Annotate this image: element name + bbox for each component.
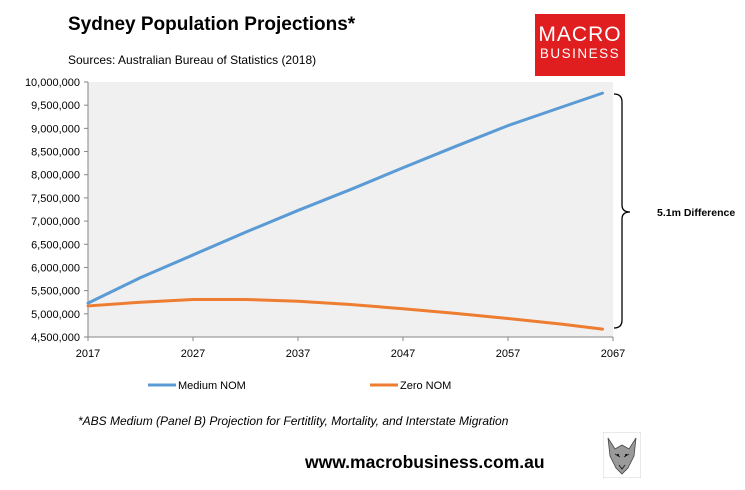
y-tick-label: 4,500,000	[31, 332, 80, 344]
plot-area	[88, 82, 613, 337]
wolf-mascot-icon	[603, 432, 641, 478]
x-axis: 2017 2027 2037 2047 2057 2067	[76, 336, 625, 360]
y-tick-label: 5,000,000	[31, 309, 80, 321]
y-tick-label: 7,500,000	[31, 193, 80, 205]
logo-line-2: BUSINESS	[539, 46, 621, 61]
y-tick-label: 7,000,000	[31, 216, 80, 228]
y-tick-label: 6,500,000	[31, 239, 80, 251]
difference-brace	[613, 93, 631, 329]
y-tick-label: 9,000,000	[31, 123, 80, 135]
y-tick-label: 9,500,000	[31, 100, 80, 112]
y-axis: 4,500,000 5,000,000 5,500,000 6,000,000 6,50…	[25, 77, 89, 344]
chart-title: Sydney Population Projections*	[68, 14, 356, 35]
website-url: www.macrobusiness.com.au	[305, 452, 545, 472]
macrobusiness-logo: MACRO BUSINESS	[535, 14, 625, 76]
y-tick-label: 10,000,000	[25, 77, 80, 89]
legend: Medium NOM Zero NOM	[148, 380, 451, 392]
y-tick-label: 5,500,000	[31, 286, 80, 298]
x-tick-label: 2047	[391, 348, 415, 360]
legend-label: Medium NOM	[178, 380, 246, 392]
x-tick-label: 2067	[601, 348, 625, 360]
series-line-medium-nom	[86, 91, 604, 305]
y-tick-label: 6,000,000	[31, 262, 80, 274]
y-tick-label: 8,500,000	[31, 147, 80, 159]
series-line-zero-nom	[86, 297, 604, 331]
x-tick-label: 2057	[496, 348, 520, 360]
x-tick-label: 2027	[181, 348, 205, 360]
footnote: *ABS Medium (Panel B) Projection for Fer…	[78, 414, 509, 428]
difference-label: 5.1m Difference	[657, 207, 735, 219]
x-tick-label: 2037	[286, 348, 310, 360]
legend-label: Zero NOM	[400, 380, 451, 392]
chart-source: Sources: Australian Bureau of Statistics…	[68, 53, 317, 67]
y-tick-label: 8,000,000	[31, 170, 80, 182]
series-layer	[86, 91, 604, 331]
x-tick-label: 2017	[76, 348, 100, 360]
logo-line-1: MACRO	[538, 23, 622, 46]
